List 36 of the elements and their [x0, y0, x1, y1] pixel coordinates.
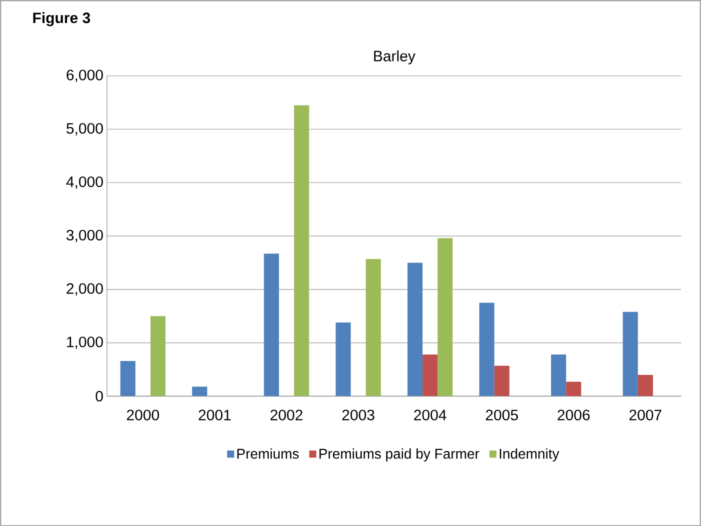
- y-tick-label: 2,000: [66, 283, 103, 296]
- x-tick-label: 2003: [342, 410, 374, 420]
- bar: [366, 258, 381, 396]
- bar: [479, 302, 494, 396]
- x-tick-label: 2000: [126, 410, 160, 420]
- legend-label: Premiums paid by Farmer: [319, 448, 480, 462]
- y-tick-label: 5,000: [66, 122, 103, 136]
- caption: Figure 3: [33, 12, 90, 26]
- legend-label: Premiums: [237, 448, 299, 459]
- x-tick-label: 2002: [270, 410, 302, 420]
- y-tick-label: 4,000: [66, 176, 103, 189]
- x-tick-label: 2007: [629, 410, 662, 420]
- y-tick-label: 1,000: [67, 336, 103, 349]
- y-tick-label: 0: [96, 390, 103, 402]
- bar: [294, 105, 310, 396]
- x-tick-label: 2006: [558, 410, 590, 420]
- bar: [551, 354, 566, 396]
- bar: [264, 254, 279, 396]
- bar: [150, 316, 166, 396]
- legend-label: Indemnity: [500, 448, 560, 462]
- x-tick-label: 2005: [486, 410, 518, 420]
- bar: [494, 366, 510, 396]
- bar: [422, 354, 438, 396]
- bar: [638, 374, 653, 396]
- bar: [438, 238, 453, 396]
- bar: [622, 312, 638, 396]
- bar: [120, 360, 136, 396]
- x-tick-label: 2001: [198, 410, 231, 420]
- bar: [407, 262, 423, 396]
- chart-title: Barley: [374, 50, 416, 64]
- y-tick-label: 3,000: [66, 230, 103, 242]
- bar: [566, 382, 582, 396]
- y-tick-label: 6,000: [66, 70, 103, 82]
- bar: [336, 322, 351, 396]
- x-tick-label: 2004: [414, 410, 446, 420]
- bar: [192, 386, 208, 396]
